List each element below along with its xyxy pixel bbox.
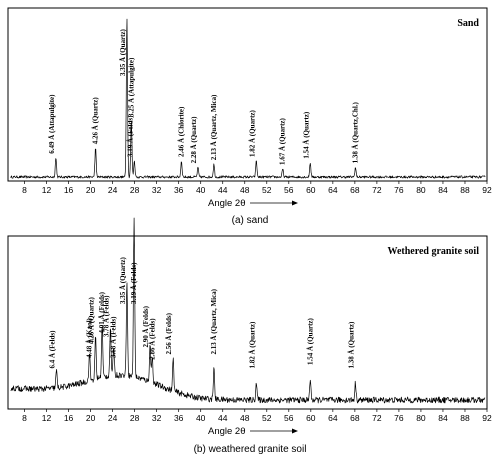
x-tick-label: 44: [218, 185, 228, 195]
x-tick-label: 80: [416, 185, 426, 195]
panel-sand: 8 12 16 20 24 28 32 36 40 44 48 52 56 60 64 68 72 76 80 84 8…: [7, 7, 492, 226]
figure-caption: (a) sand: [232, 215, 269, 226]
x-tick-label: 56: [284, 413, 294, 423]
x-tick-label: 84: [438, 413, 448, 423]
x-tick-label: 12: [42, 413, 52, 423]
peak-label: 2.56 Å (Felds): [165, 312, 173, 354]
peak-label: 3.35 Å (Quartz): [119, 256, 127, 304]
x-tick-label: 76: [394, 185, 404, 195]
panel-title: Wethered granite soil: [388, 246, 480, 257]
x-tick-label: 8: [22, 185, 27, 195]
x-tick-label: 12: [42, 185, 52, 195]
x-tick-label: 72: [372, 185, 382, 195]
x-tick-label: 80: [416, 413, 426, 423]
peak-label: 3.78 Å (Felds): [102, 295, 110, 337]
peak-label: 1.82 Å (Quartz): [248, 109, 256, 157]
plot-frame: [7, 7, 488, 182]
diffraction-pattern-line: [10, 18, 486, 179]
x-tick-label: 20: [86, 413, 96, 423]
x-tick-label: 16: [64, 413, 74, 423]
panel-title: Sand: [457, 18, 479, 29]
peak-label: 6.4 Å (Felds): [49, 330, 57, 369]
peak-label: 3.19 Å (Felds): [126, 115, 134, 157]
x-tick-label: 92: [482, 185, 492, 195]
peak-label: 6.49 Å (Attapulgite): [48, 94, 56, 154]
peak-label: 4.48 Å (Kaol): [86, 317, 94, 358]
x-tick-label: 48: [240, 413, 250, 423]
x-tick-label: 48: [240, 185, 250, 195]
peak-label: 3.19 Å (Felds): [130, 262, 138, 304]
x-tick-label: 68: [350, 413, 360, 423]
x-tick-label: 20: [86, 185, 96, 195]
peak-label: 4.26 Å (Quartz): [92, 97, 100, 145]
x-tick-label: 64: [328, 185, 338, 195]
x-tick-label: 64: [328, 413, 338, 423]
x-tick-label: 24: [108, 185, 118, 195]
x-tick-label: 76: [394, 413, 404, 423]
peak-label: 4.01 Å (Felds): [98, 291, 106, 333]
x-tick-label: 28: [130, 413, 140, 423]
x-axis-label: Angle 2θ: [208, 426, 246, 437]
figure-caption: (b) weathered granite soil: [194, 444, 307, 455]
x-tick-label: 60: [306, 413, 316, 423]
peak-label: 1.38 Å (Quartz): [347, 321, 355, 369]
peak-label: 2.90 Å (Felds): [142, 305, 150, 347]
x-tick-label: 52: [262, 185, 272, 195]
peak-label: 1.54 Å (Quartz): [306, 317, 314, 365]
peak-label: 1.38 Å (Quartz,Chl.): [351, 101, 359, 163]
x-tick-label: 40: [196, 185, 206, 195]
peak-label: 2.13 Å (Quartz, Mica): [210, 288, 218, 354]
x-tick-label: 68: [350, 185, 360, 195]
x-tick-label: 52: [262, 413, 272, 423]
x-tick-label: 88: [460, 185, 470, 195]
x-tick-label: 16: [64, 185, 74, 195]
x-tick-label: 60: [306, 185, 316, 195]
plot-frame: [7, 235, 488, 410]
panel-weathered-granite-soil: 8 12 16 20 24 28 32 36 40 44 48 52 56 60 64 68 72 76 80 84 8…: [7, 217, 492, 455]
x-tick-label: 56: [284, 185, 294, 195]
x-axis-arrow-head: [292, 428, 298, 434]
x-tick-label: 32: [152, 185, 162, 195]
peak-label: 1.82 Å (Quartz): [248, 321, 256, 369]
peak-label: 2.86 Å (Felds): [148, 318, 156, 360]
x-tick-label: 28: [130, 185, 140, 195]
x-tick-label: 32: [152, 413, 162, 423]
x-tick-label: 92: [482, 413, 492, 423]
peak-label: 4.26 Å (Quartz): [88, 296, 96, 344]
x-tick-label: 40: [196, 413, 206, 423]
x-axis-label: Angle 2θ: [208, 198, 246, 209]
x-tick-label: 44: [218, 413, 228, 423]
peak-label: 3.35 Å (Quartz): [119, 28, 127, 76]
x-tick-label: 84: [438, 185, 448, 195]
x-axis-arrow-head: [292, 200, 298, 206]
peak-label: 2.28 Å (Quartz): [190, 116, 198, 164]
x-tick-label: 36: [174, 185, 184, 195]
peak-label: 1.54 Å (Quartz): [302, 111, 310, 159]
peak-label: 1.67 Å (Quartz): [279, 117, 287, 165]
diffraction-pattern-line: [10, 217, 486, 404]
x-tick-label: 8: [22, 413, 27, 423]
x-tick-label: 72: [372, 413, 382, 423]
peak-label: 2.46 Å (Chlorite): [177, 106, 185, 157]
peak-label: 2.13 Å (Quartz, Mica): [210, 94, 218, 160]
x-tick-label: 36: [174, 413, 184, 423]
x-tick-label: 24: [108, 413, 118, 423]
peak-label: 3.25 Å (Attapulgite): [127, 57, 135, 117]
x-tick-label: 88: [460, 413, 470, 423]
peak-label: 3.68 Å (Felds): [110, 316, 118, 358]
